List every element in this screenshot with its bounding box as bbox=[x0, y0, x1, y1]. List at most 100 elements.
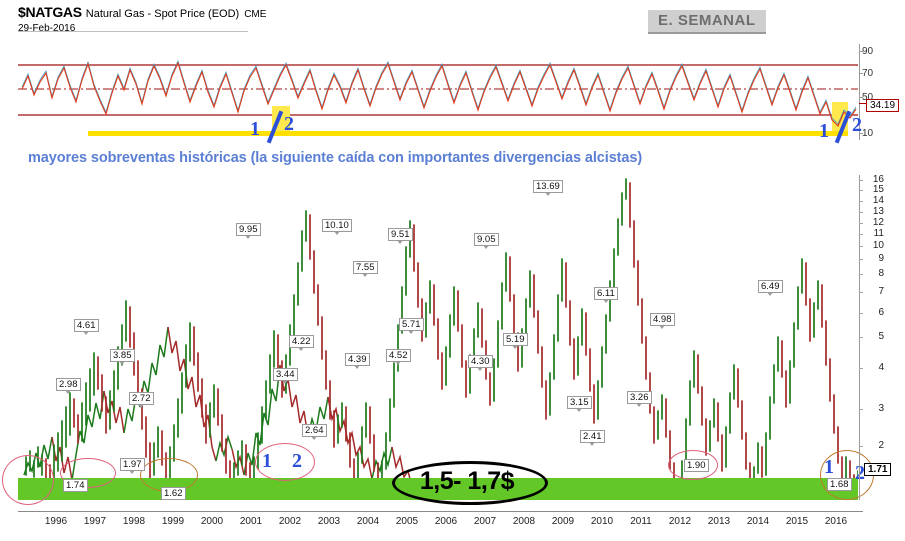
year-label-1999: 1999 bbox=[161, 516, 185, 527]
price-flag-6-49: 6.49 bbox=[758, 280, 783, 296]
price-flag-1-97: 1.97 bbox=[120, 458, 145, 474]
rsi-plot bbox=[18, 59, 858, 136]
price-flag-2-41: 2.41 bbox=[580, 430, 605, 446]
price-flag-5-19: 5.19 bbox=[503, 333, 528, 349]
price-flag-4-61: 4.61 bbox=[74, 319, 99, 335]
year-label-2015: 2015 bbox=[785, 516, 809, 527]
chart-marker-one-a: 1 bbox=[262, 450, 272, 472]
price-flag-1-62: 1.62 bbox=[161, 487, 186, 500]
price-flag-1-74: 1.74 bbox=[63, 479, 88, 492]
chart-marker-one-b: 1 bbox=[824, 456, 834, 478]
year-label-2005: 2005 bbox=[395, 516, 419, 527]
price-tick-14: 14 bbox=[872, 195, 884, 206]
chart-marker-two-b: 2 bbox=[855, 462, 865, 484]
year-label-2010: 2010 bbox=[590, 516, 614, 527]
instrument-description: Natural Gas - Spot Price (EOD) bbox=[85, 8, 240, 20]
price-tick-16: 16 bbox=[872, 174, 884, 185]
year-label-2014: 2014 bbox=[746, 516, 770, 527]
price-flag-13-69: 13.69 bbox=[533, 180, 563, 196]
symbol-label: $NATGAS bbox=[18, 4, 82, 20]
rsi-marker-one-b: 1 bbox=[819, 120, 829, 142]
price-flag-1-68: 1.68 bbox=[827, 478, 852, 491]
price-flag-2-64: 2.64 bbox=[302, 424, 327, 440]
price-flag-4-30: 4.30 bbox=[468, 355, 493, 371]
target-range-label: 1,5- 1,7$ bbox=[419, 466, 515, 495]
price-tick-2: 2 bbox=[878, 440, 884, 451]
price-tick-9: 9 bbox=[878, 253, 884, 264]
year-label-1996: 1996 bbox=[44, 516, 68, 527]
oversold-ellipse-2012 bbox=[668, 450, 718, 480]
oversold-ellipse-2002 bbox=[255, 443, 315, 481]
price-tick-4: 4 bbox=[878, 362, 884, 373]
price-flag-4-52: 4.52 bbox=[386, 349, 411, 365]
price-plot: {} bbox=[23, 326, 413, 488]
year-label-1998: 1998 bbox=[122, 516, 146, 527]
timeframe-badge: E. SEMANAL bbox=[648, 10, 766, 34]
year-label-2013: 2013 bbox=[707, 516, 731, 527]
price-tick-3: 3 bbox=[878, 403, 884, 414]
target-range-oval bbox=[392, 461, 548, 505]
price-chart-panel: {} bbox=[18, 175, 858, 500]
price-flag-4-22: 4.22 bbox=[289, 335, 314, 351]
oversold-ellipse-1997 bbox=[60, 458, 116, 488]
rsi-tick-70: 70 bbox=[862, 68, 874, 79]
chart-header: $NATGAS Natural Gas - Spot Price (EOD) CME… bbox=[18, 4, 266, 34]
price-tick-13: 13 bbox=[872, 206, 884, 217]
price-tick-11: 11 bbox=[873, 228, 884, 239]
chart-marker-two-a: 2 bbox=[292, 450, 302, 472]
year-label-1997: 1997 bbox=[83, 516, 107, 527]
year-label-2008: 2008 bbox=[512, 516, 536, 527]
year-label-2001: 2001 bbox=[239, 516, 263, 527]
rsi-current-value: 34.19 bbox=[866, 99, 900, 112]
price-tick-5: 5 bbox=[878, 331, 884, 342]
analysis-annotation: mayores sobreventas históricas (la sigui… bbox=[28, 150, 643, 166]
price-flag-6-11: 6.11 bbox=[594, 287, 618, 303]
price-flag-4-39: 4.39 bbox=[345, 353, 370, 369]
price-flag-9-05: 9.05 bbox=[474, 233, 499, 249]
price-flag-2-98: 2.98 bbox=[56, 378, 81, 394]
rsi-panel bbox=[18, 44, 858, 140]
price-tick-12: 12 bbox=[872, 217, 884, 228]
year-label-2007: 2007 bbox=[473, 516, 497, 527]
rsi-marker-two-a: 2 bbox=[284, 113, 294, 135]
quote-date: 29-Feb-2016 bbox=[18, 23, 76, 34]
rsi-marker-two-b: 2 bbox=[852, 114, 862, 136]
price-candles bbox=[25, 178, 858, 500]
price-flag-3-44: 3.44 bbox=[273, 368, 298, 384]
year-label-2004: 2004 bbox=[356, 516, 380, 527]
price-current-value: 1.71 bbox=[864, 463, 892, 476]
price-tick-15: 15 bbox=[872, 184, 884, 195]
price-flag-9-95: 9.95 bbox=[236, 223, 261, 239]
year-label-2016: 2016 bbox=[824, 516, 848, 527]
price-flag-2-72: 2.72 bbox=[129, 392, 154, 408]
year-label-2006: 2006 bbox=[434, 516, 458, 527]
rsi-tick-90: 90 bbox=[862, 46, 874, 57]
year-label-2011: 2011 bbox=[630, 516, 652, 527]
year-label-2003: 2003 bbox=[317, 516, 341, 527]
price-tick-10: 10 bbox=[872, 240, 884, 251]
price-tick-6: 6 bbox=[878, 307, 884, 318]
price-flag-3-85: 3.85 bbox=[110, 349, 135, 365]
x-axis-line bbox=[18, 511, 863, 512]
price-tick-7: 7 bbox=[878, 286, 884, 297]
price-flag-3-26: 3.26 bbox=[627, 391, 652, 407]
price-flag-9-51: 9.51 bbox=[388, 228, 413, 244]
rsi-value-pointer bbox=[859, 103, 867, 104]
rsi-marker-one-a: 1 bbox=[250, 118, 260, 140]
price-flag-3-15: 3.15 bbox=[567, 396, 592, 412]
rsi-tick-10: 10 bbox=[862, 128, 874, 139]
rsi-axis-line bbox=[859, 44, 860, 140]
price-flag-10-10: 10.10 bbox=[322, 219, 352, 235]
rsi-tick-50: 50 bbox=[862, 92, 874, 103]
year-label-2012: 2012 bbox=[668, 516, 692, 527]
price-flag-1-90: 1.90 bbox=[684, 459, 709, 472]
price-flag-5-71: 5.71 bbox=[399, 318, 424, 334]
oversold-ellipse-1995 bbox=[2, 455, 54, 505]
price-flag-4-98: 4.98 bbox=[650, 313, 675, 329]
header-divider bbox=[18, 31, 248, 32]
price-flag-7-55: 7.55 bbox=[353, 261, 378, 277]
rsi-support-line bbox=[88, 131, 848, 136]
year-label-2000: 2000 bbox=[200, 516, 224, 527]
year-label-2002: 2002 bbox=[278, 516, 302, 527]
price-tick-8: 8 bbox=[878, 268, 884, 279]
